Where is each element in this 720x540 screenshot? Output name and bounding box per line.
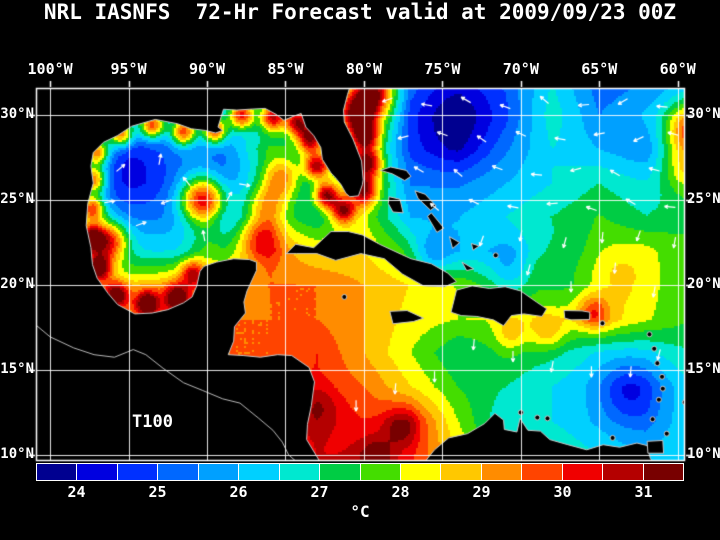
colorbar-tick-label: 27 — [310, 483, 329, 501]
colorbar-segment — [522, 464, 563, 480]
figure-title: NRL IASNFS 72-Hr Forecast valid at 2009/… — [43, 0, 677, 24]
colorbar-segment — [441, 464, 482, 480]
lon-tick-label: 80°W — [345, 60, 382, 78]
lon-tick-label: 65°W — [581, 60, 618, 78]
colorbar-segment — [360, 464, 401, 480]
lat-tick-label-right: 20°N — [687, 276, 720, 293]
colorbar-segment — [239, 464, 280, 480]
lon-tick-label: 75°W — [424, 60, 461, 78]
colorbar-unit-label: °C — [350, 502, 370, 521]
colorbar-tick-label: 31 — [634, 483, 653, 501]
lat-tick-label-left: 30°N — [0, 106, 34, 123]
colorbar-segment — [198, 464, 240, 480]
lon-tick-label: 90°W — [188, 60, 226, 78]
colorbar-segment — [603, 464, 644, 480]
lat-tick-label-right: 30°N — [687, 106, 720, 123]
colorbar-segment — [279, 464, 321, 480]
colorbar-tick-label: 29 — [472, 483, 491, 501]
lat-tick-label-left: 20°N — [0, 276, 34, 293]
colorbar-segment — [400, 464, 442, 480]
lat-tick-label-right: 10°N — [687, 445, 720, 462]
field-label: T100 — [132, 412, 173, 432]
colorbar-segment — [643, 464, 683, 480]
lon-tick-label: 70°W — [502, 60, 539, 78]
colorbar-segment — [117, 464, 159, 480]
colorbar-tick-label: 25 — [148, 483, 167, 501]
colorbar-tick-label: 30 — [553, 483, 572, 501]
colorbar-tick-label: 28 — [391, 483, 410, 501]
colorbar-tick-label: 24 — [67, 483, 86, 501]
colorbar-segment — [320, 464, 361, 480]
colorbar — [36, 463, 684, 481]
colorbar-tick-label: 26 — [229, 483, 248, 501]
lon-tick-label: 60°W — [659, 60, 696, 78]
colorbar-segment — [77, 464, 118, 480]
lat-tick-label-left: 10°N — [0, 445, 34, 462]
colorbar-segment — [562, 464, 604, 480]
colorbar-segment — [37, 464, 78, 480]
lon-tick-label: 95°W — [110, 60, 147, 78]
lat-tick-label-left: 25°N — [0, 191, 34, 208]
lat-tick-label-right: 15°N — [687, 360, 720, 377]
colorbar-segment — [158, 464, 199, 480]
lat-tick-label-right: 25°N — [687, 191, 720, 208]
lon-tick-label: 100°W — [27, 60, 73, 78]
lon-tick-label: 85°W — [267, 60, 304, 78]
colorbar-segment — [481, 464, 523, 480]
lat-tick-label-left: 15°N — [0, 360, 34, 377]
